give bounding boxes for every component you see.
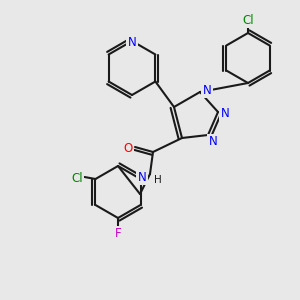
Text: N: N	[128, 36, 136, 49]
Text: F: F	[115, 227, 121, 240]
Text: Cl: Cl	[242, 14, 254, 27]
Text: O: O	[123, 142, 133, 155]
Text: N: N	[138, 171, 146, 184]
Text: N: N	[220, 107, 230, 120]
Text: Cl: Cl	[72, 172, 83, 185]
Text: N: N	[208, 135, 217, 148]
Text: N: N	[202, 84, 211, 97]
Text: H: H	[154, 175, 162, 185]
